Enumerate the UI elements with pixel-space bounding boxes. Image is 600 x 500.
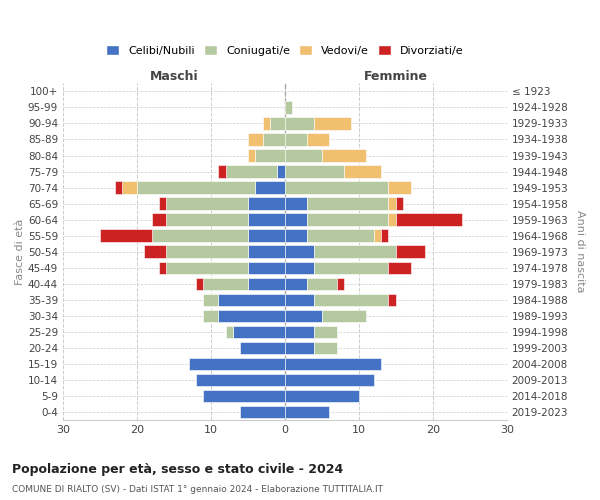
Bar <box>248 150 255 162</box>
Bar <box>307 214 388 226</box>
Bar <box>285 358 381 370</box>
Bar <box>285 166 344 178</box>
Bar <box>307 198 388 210</box>
Bar <box>307 230 374 242</box>
Text: Femmine: Femmine <box>364 70 428 84</box>
Bar <box>226 326 233 338</box>
Bar <box>166 214 248 226</box>
Bar <box>115 182 122 194</box>
Bar <box>159 262 166 274</box>
Bar <box>285 390 359 402</box>
Bar <box>374 230 381 242</box>
Bar <box>285 182 388 194</box>
Bar <box>166 198 248 210</box>
Bar <box>270 117 285 130</box>
Bar <box>322 150 366 162</box>
Bar <box>226 166 277 178</box>
Bar <box>285 198 307 210</box>
Bar <box>218 294 285 306</box>
Bar <box>166 262 248 274</box>
Bar <box>344 166 381 178</box>
Y-axis label: Anni di nascita: Anni di nascita <box>575 210 585 293</box>
Bar <box>285 326 314 338</box>
Bar <box>144 246 166 258</box>
Bar <box>285 342 314 354</box>
Bar <box>337 278 344 290</box>
Bar <box>285 294 314 306</box>
Bar <box>388 294 396 306</box>
Bar <box>122 182 137 194</box>
Bar <box>248 230 285 242</box>
Bar <box>233 326 285 338</box>
Bar <box>285 262 314 274</box>
Bar <box>255 182 285 194</box>
Bar <box>166 246 248 258</box>
Bar <box>396 198 403 210</box>
Bar <box>396 214 463 226</box>
Bar <box>248 262 285 274</box>
Bar <box>188 358 285 370</box>
Bar <box>314 117 352 130</box>
Bar <box>159 198 166 210</box>
Text: Maschi: Maschi <box>149 70 198 84</box>
Bar <box>248 246 285 258</box>
Bar <box>285 101 292 114</box>
Bar <box>314 342 337 354</box>
Bar <box>248 278 285 290</box>
Bar <box>285 278 307 290</box>
Bar <box>314 262 388 274</box>
Bar <box>248 214 285 226</box>
Bar <box>322 310 366 322</box>
Bar <box>218 310 285 322</box>
Bar <box>285 310 322 322</box>
Bar <box>196 374 285 386</box>
Bar <box>381 230 388 242</box>
Bar <box>314 326 337 338</box>
Bar <box>388 182 410 194</box>
Bar <box>285 230 307 242</box>
Bar <box>285 374 374 386</box>
Bar <box>241 406 285 418</box>
Bar <box>285 214 307 226</box>
Y-axis label: Fasce di età: Fasce di età <box>15 218 25 285</box>
Bar <box>285 406 329 418</box>
Bar <box>285 150 322 162</box>
Text: COMUNE DI RIALTO (SV) - Dati ISTAT 1° gennaio 2024 - Elaborazione TUTTITALIA.IT: COMUNE DI RIALTO (SV) - Dati ISTAT 1° ge… <box>12 485 383 494</box>
Bar <box>203 278 248 290</box>
Bar <box>285 117 314 130</box>
Bar <box>314 246 396 258</box>
Bar <box>203 294 218 306</box>
Bar <box>388 262 410 274</box>
Legend: Celibi/Nubili, Coniugati/e, Vedovi/e, Divorziati/e: Celibi/Nubili, Coniugati/e, Vedovi/e, Di… <box>103 42 467 59</box>
Bar <box>285 133 307 145</box>
Bar <box>203 390 285 402</box>
Bar <box>100 230 152 242</box>
Bar <box>152 230 248 242</box>
Bar <box>307 278 337 290</box>
Bar <box>248 133 263 145</box>
Bar <box>248 198 285 210</box>
Bar <box>255 150 285 162</box>
Bar <box>285 246 314 258</box>
Bar <box>388 198 396 210</box>
Bar <box>218 166 226 178</box>
Bar <box>196 278 203 290</box>
Bar <box>263 133 285 145</box>
Bar <box>277 166 285 178</box>
Bar <box>388 214 396 226</box>
Bar <box>263 117 270 130</box>
Bar <box>152 214 166 226</box>
Bar <box>137 182 255 194</box>
Bar <box>307 133 329 145</box>
Bar <box>314 294 388 306</box>
Bar <box>241 342 285 354</box>
Bar <box>203 310 218 322</box>
Text: Popolazione per età, sesso e stato civile - 2024: Popolazione per età, sesso e stato civil… <box>12 462 343 475</box>
Bar <box>396 246 425 258</box>
